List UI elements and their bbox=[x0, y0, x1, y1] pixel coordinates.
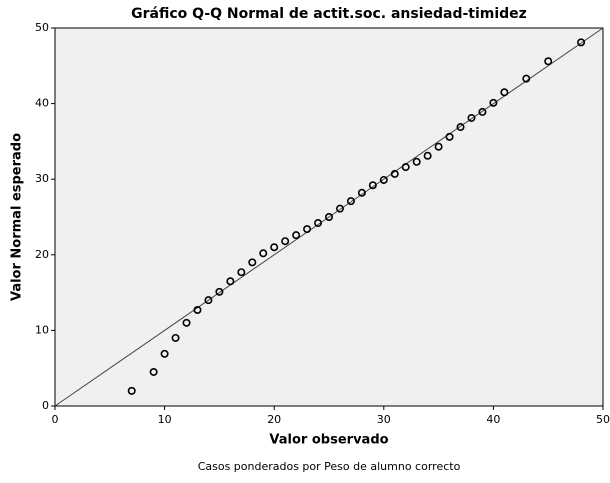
x-tick-label: 40 bbox=[486, 413, 500, 426]
point bbox=[292, 231, 301, 240]
x-axis-label: Valor observado bbox=[269, 433, 388, 448]
point bbox=[259, 249, 268, 258]
point bbox=[368, 181, 377, 190]
point bbox=[281, 237, 290, 246]
point bbox=[357, 188, 366, 197]
point bbox=[434, 142, 443, 151]
y-tick-label: 10 bbox=[35, 323, 49, 336]
point bbox=[401, 163, 410, 172]
point bbox=[423, 151, 432, 160]
point bbox=[237, 268, 246, 277]
point bbox=[489, 98, 498, 107]
footnote: Casos ponderados por Peso de alumno corr… bbox=[198, 460, 461, 473]
point bbox=[522, 74, 531, 83]
y-tick-label: 20 bbox=[35, 248, 49, 261]
x-tick-label: 30 bbox=[377, 413, 391, 426]
point bbox=[390, 169, 399, 178]
point bbox=[127, 386, 136, 395]
point bbox=[379, 175, 388, 184]
x-tick-label: 10 bbox=[158, 413, 172, 426]
point bbox=[160, 349, 169, 358]
point bbox=[171, 333, 180, 342]
point bbox=[193, 305, 202, 314]
point bbox=[204, 296, 213, 305]
y-tick-label: 0 bbox=[42, 399, 49, 412]
chart-title: Gráfico Q-Q Normal de actit.soc. ansieda… bbox=[131, 6, 527, 22]
point bbox=[544, 57, 553, 66]
y-tick-label: 40 bbox=[35, 97, 49, 110]
point bbox=[577, 38, 586, 47]
point bbox=[500, 88, 509, 97]
point bbox=[478, 107, 487, 116]
y-axis-label: Valor Normal esperado bbox=[10, 133, 25, 301]
point bbox=[303, 225, 312, 234]
point bbox=[324, 213, 333, 222]
point bbox=[215, 287, 224, 296]
point bbox=[226, 277, 235, 286]
point bbox=[445, 132, 454, 141]
x-tick-label: 20 bbox=[267, 413, 281, 426]
point bbox=[467, 113, 476, 122]
x-tick-label: 50 bbox=[596, 413, 610, 426]
y-tick-label: 50 bbox=[35, 21, 49, 34]
point bbox=[248, 258, 257, 267]
point bbox=[182, 318, 191, 327]
point bbox=[346, 197, 355, 206]
point bbox=[270, 243, 279, 252]
y-tick-label: 30 bbox=[35, 172, 49, 185]
point bbox=[314, 219, 323, 228]
point bbox=[456, 123, 465, 132]
point bbox=[412, 157, 421, 166]
point bbox=[335, 204, 344, 213]
x-tick-label: 0 bbox=[52, 413, 59, 426]
point bbox=[149, 367, 158, 376]
reference-line bbox=[54, 27, 604, 407]
